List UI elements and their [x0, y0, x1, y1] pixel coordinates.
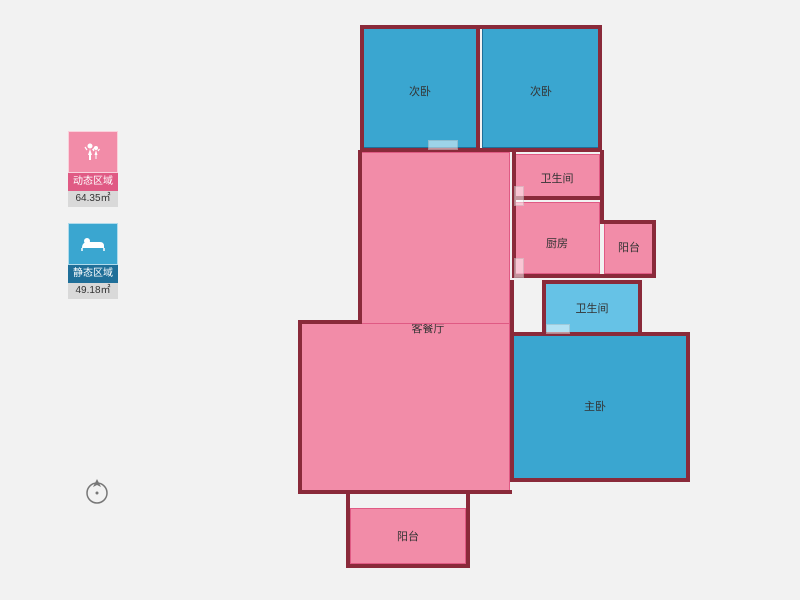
wall	[542, 280, 642, 284]
wall	[466, 490, 512, 494]
wall	[600, 220, 656, 224]
legend-static: 静态区域 49.18㎡	[68, 223, 118, 299]
wall	[298, 322, 302, 494]
floor-plan: 次卧次卧主卧卫生间客餐厅卫生间厨房阳台阳台	[300, 28, 690, 573]
room-label-bath1: 卫生间	[541, 170, 574, 186]
room-label-balc1: 阳台	[397, 528, 419, 544]
legend-dynamic: 动态区域 64.35㎡	[68, 131, 118, 207]
wall	[360, 25, 602, 29]
wall	[346, 564, 470, 568]
wall	[600, 274, 656, 278]
wall	[512, 274, 602, 278]
room-label-bed1: 主卧	[584, 398, 606, 414]
wall	[686, 332, 690, 480]
legend: 动态区域 64.35㎡ 静态区域 49.18㎡	[68, 131, 118, 315]
wall	[466, 490, 470, 566]
door	[428, 140, 458, 150]
wall	[358, 150, 362, 324]
legend-dynamic-value: 64.35㎡	[68, 191, 118, 207]
wall	[512, 196, 602, 200]
wall	[360, 148, 602, 152]
wall	[346, 490, 350, 566]
wall	[600, 150, 604, 222]
wall	[510, 478, 690, 482]
legend-static-value: 49.18㎡	[68, 283, 118, 299]
wall	[510, 332, 690, 336]
legend-dynamic-title: 动态区域	[68, 173, 118, 191]
room-living2	[360, 152, 510, 324]
legend-static-title: 静态区域	[68, 265, 118, 283]
room-label-balc2: 阳台	[618, 239, 640, 255]
wall	[298, 320, 362, 324]
door	[546, 324, 570, 334]
room-label-kitchen: 厨房	[546, 235, 568, 251]
compass-icon	[83, 477, 111, 505]
wall	[476, 28, 480, 148]
door	[514, 258, 524, 278]
wall	[298, 490, 468, 494]
door	[514, 186, 524, 206]
wall	[638, 280, 642, 334]
room-label-bath2: 卫生间	[576, 300, 609, 316]
wall	[360, 25, 364, 151]
room-label-bed2b: 次卧	[530, 83, 552, 99]
room-living	[300, 322, 510, 492]
wall	[510, 280, 514, 482]
wall	[598, 25, 602, 151]
wall	[652, 220, 656, 276]
people-icon	[68, 131, 118, 173]
room-label-bed2a: 次卧	[409, 83, 431, 99]
sleep-icon	[68, 223, 118, 265]
